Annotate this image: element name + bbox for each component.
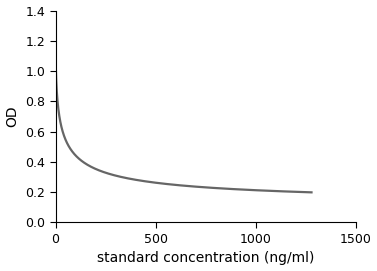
X-axis label: standard concentration (ng/ml): standard concentration (ng/ml) [97,251,314,265]
Y-axis label: OD: OD [6,106,20,127]
